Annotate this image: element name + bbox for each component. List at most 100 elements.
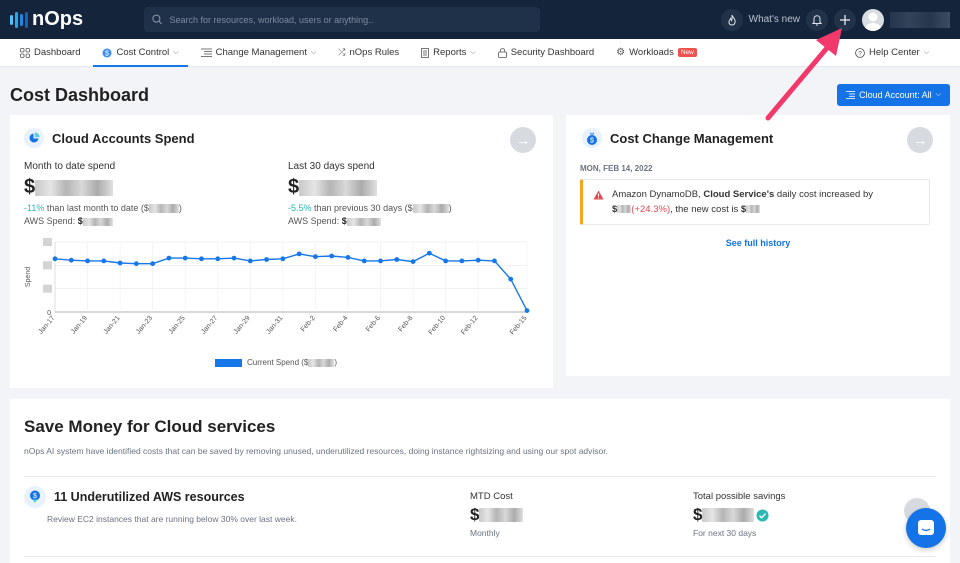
redacted-value bbox=[346, 217, 381, 226]
user-name-redacted[interactable] bbox=[890, 11, 950, 28]
svg-text:Jan-17: Jan-17 bbox=[37, 315, 56, 336]
savings-label: Total possible savings bbox=[693, 491, 786, 502]
nav-label: Cost Control bbox=[116, 47, 170, 58]
chart-canvas: Jan-17 Jan-19 Jan-21 Jan-23 Jan-25 Jan-27 Jan-… bbox=[25, 238, 530, 337]
svg-text:Jan-21: Jan-21 bbox=[103, 315, 122, 336]
svg-text:Jan-19: Jan-19 bbox=[70, 315, 89, 336]
nav-workloads[interactable]: ⚙ Workloads New bbox=[605, 39, 708, 67]
chart-legend[interactable]: Current Spend ($) bbox=[215, 358, 337, 367]
mtd-cost-period: Monthly bbox=[470, 528, 500, 538]
savings-period: For next 30 days bbox=[693, 528, 757, 538]
page-title: Cost Dashboard bbox=[10, 84, 150, 105]
chevron-down-icon: ⌵ bbox=[935, 91, 941, 98]
mtd-spend-block: Month to date spend $ -11% than last mon… bbox=[24, 161, 182, 226]
spend-line-chart[interactable]: Jan-17 Jan-19 Jan-21 Jan-23 Jan-25 Jan-27 Jan-… bbox=[20, 237, 540, 372]
grid-icon bbox=[20, 47, 30, 58]
page-header: Cost Dashboard Cloud Account: All ⌵ bbox=[0, 67, 960, 111]
card-title: Cost Change Management bbox=[610, 130, 774, 146]
chevron-down-icon: ⌵ bbox=[470, 48, 476, 56]
nav-help-center[interactable]: ? Help Center ⌵ bbox=[844, 39, 940, 67]
nav-nops-rules[interactable]: ⤮ nOps Rules bbox=[327, 39, 410, 67]
shuffle-icon: ⤮ bbox=[338, 47, 346, 57]
arrow-right-icon: → bbox=[912, 131, 928, 149]
cloud-account-label: Cloud Account: All bbox=[859, 90, 932, 100]
dollar-pin-icon: $ bbox=[24, 486, 46, 508]
resource-subtitle: Review EC2 instances that are running be… bbox=[47, 514, 297, 524]
save-money-header: Save Money for Cloud services nOps AI sy… bbox=[24, 417, 608, 456]
nav-label: nOps Rules bbox=[349, 47, 400, 58]
nops-logo[interactable]: nOps bbox=[10, 8, 144, 31]
svg-text:Jan-31: Jan-31 bbox=[265, 315, 284, 336]
nav-reports[interactable]: Reports ⌵ bbox=[410, 39, 487, 67]
nav-change-management[interactable]: Change Management ⌵ bbox=[190, 39, 328, 67]
cloud-account-filter-button[interactable]: Cloud Account: All ⌵ bbox=[837, 84, 950, 106]
search-input[interactable] bbox=[169, 14, 532, 25]
legend-label: Current Spend ($) bbox=[247, 358, 338, 367]
mtd-cost-label: MTD Cost bbox=[470, 491, 513, 502]
save-money-card: Save Money for Cloud services nOps AI sy… bbox=[10, 399, 950, 563]
nav-label: Dashboard bbox=[34, 47, 81, 58]
notifications-button[interactable] bbox=[806, 8, 828, 31]
svg-text:Feb-15: Feb-15 bbox=[509, 315, 529, 337]
chat-support-button[interactable] bbox=[906, 508, 946, 548]
open-cost-change-button[interactable]: → bbox=[907, 127, 933, 153]
legend-swatch bbox=[215, 358, 242, 367]
plus-icon bbox=[840, 14, 850, 25]
nav-label: Security Dashboard bbox=[510, 47, 595, 58]
svg-text:$: $ bbox=[590, 138, 594, 145]
nav-cost-control[interactable]: $ Cost Control ⌵ bbox=[91, 39, 189, 67]
redacted-value bbox=[299, 179, 378, 196]
chevron-down-icon: ⌵ bbox=[173, 48, 179, 56]
main-nav: Dashboard $ Cost Control ⌵ Change Manage… bbox=[0, 39, 960, 67]
add-button[interactable] bbox=[834, 8, 856, 31]
open-cloud-spend-button[interactable]: → bbox=[510, 127, 536, 153]
user-avatar[interactable] bbox=[862, 8, 884, 31]
svg-text:Jan-25: Jan-25 bbox=[168, 315, 187, 336]
redacted-value bbox=[82, 217, 113, 226]
paren: ) bbox=[178, 203, 182, 213]
paren: ) bbox=[448, 203, 452, 213]
list-icon bbox=[200, 48, 212, 57]
currency-symbol: $ bbox=[24, 176, 36, 198]
cost-change-management-card: $ Cost Change Management → MON, FEB 14, … bbox=[566, 115, 950, 376]
see-full-history-link[interactable]: See full history bbox=[725, 238, 791, 248]
nav-label: Help Center bbox=[868, 47, 920, 58]
mtd-cost-metric: MTD Cost $ Monthly bbox=[470, 491, 524, 538]
alert-text: Amazon DynamoDB, Cloud Service's daily c… bbox=[612, 189, 873, 215]
last30-change-text: than previous 30 days ($ bbox=[311, 203, 413, 213]
savings-value: $ bbox=[693, 505, 785, 525]
underutilized-resources-row[interactable]: $ 11 Underutilized AWS resources Review … bbox=[24, 486, 936, 556]
user-icon bbox=[865, 12, 881, 31]
divider bbox=[24, 556, 936, 557]
warning-triangle-icon bbox=[593, 190, 604, 200]
dollar-circle-icon: $ bbox=[102, 48, 112, 57]
logo-bars-icon bbox=[10, 11, 28, 28]
chat-icon bbox=[918, 520, 934, 535]
chevron-down-icon: ⌵ bbox=[923, 48, 929, 56]
cost-alert[interactable]: Amazon DynamoDB, Cloud Service's daily c… bbox=[580, 179, 930, 225]
last30-change-pct: -5.5% bbox=[288, 203, 312, 213]
mtd-cost-value: $ bbox=[470, 505, 524, 525]
svg-text:Jan-29: Jan-29 bbox=[233, 315, 252, 336]
currency-symbol: $ bbox=[288, 176, 300, 198]
svg-text:Feb-12: Feb-12 bbox=[460, 315, 480, 337]
total-savings-metric: Total possible savings $ For next 30 day… bbox=[693, 491, 785, 538]
nav-security-dashboard[interactable]: Security Dashboard bbox=[487, 39, 605, 67]
save-money-title: Save Money for Cloud services bbox=[24, 417, 276, 436]
search-bar[interactable] bbox=[144, 7, 540, 32]
nav-dashboard[interactable]: Dashboard bbox=[20, 39, 91, 67]
whats-new-button[interactable]: What's new bbox=[720, 8, 800, 31]
chevron-down-icon: ⌵ bbox=[310, 48, 317, 56]
nav-label: Change Management bbox=[215, 47, 307, 58]
money-bag-icon: $ bbox=[582, 128, 602, 148]
svg-text:$: $ bbox=[106, 50, 110, 57]
currency-symbol: $ bbox=[341, 216, 347, 227]
arrow-right-icon: → bbox=[515, 131, 531, 149]
card-title: Cloud Accounts Spend bbox=[52, 130, 195, 146]
last30-change: -5.5% than previous 30 days ($) bbox=[288, 203, 452, 214]
last30-spend-block: Last 30 days spend $ -5.5% than previous… bbox=[288, 161, 452, 226]
redacted-value bbox=[412, 204, 449, 214]
last30-value: $ bbox=[288, 176, 452, 199]
redacted-value bbox=[148, 204, 179, 214]
resource-header: $ 11 Underutilized AWS resources bbox=[24, 486, 245, 508]
